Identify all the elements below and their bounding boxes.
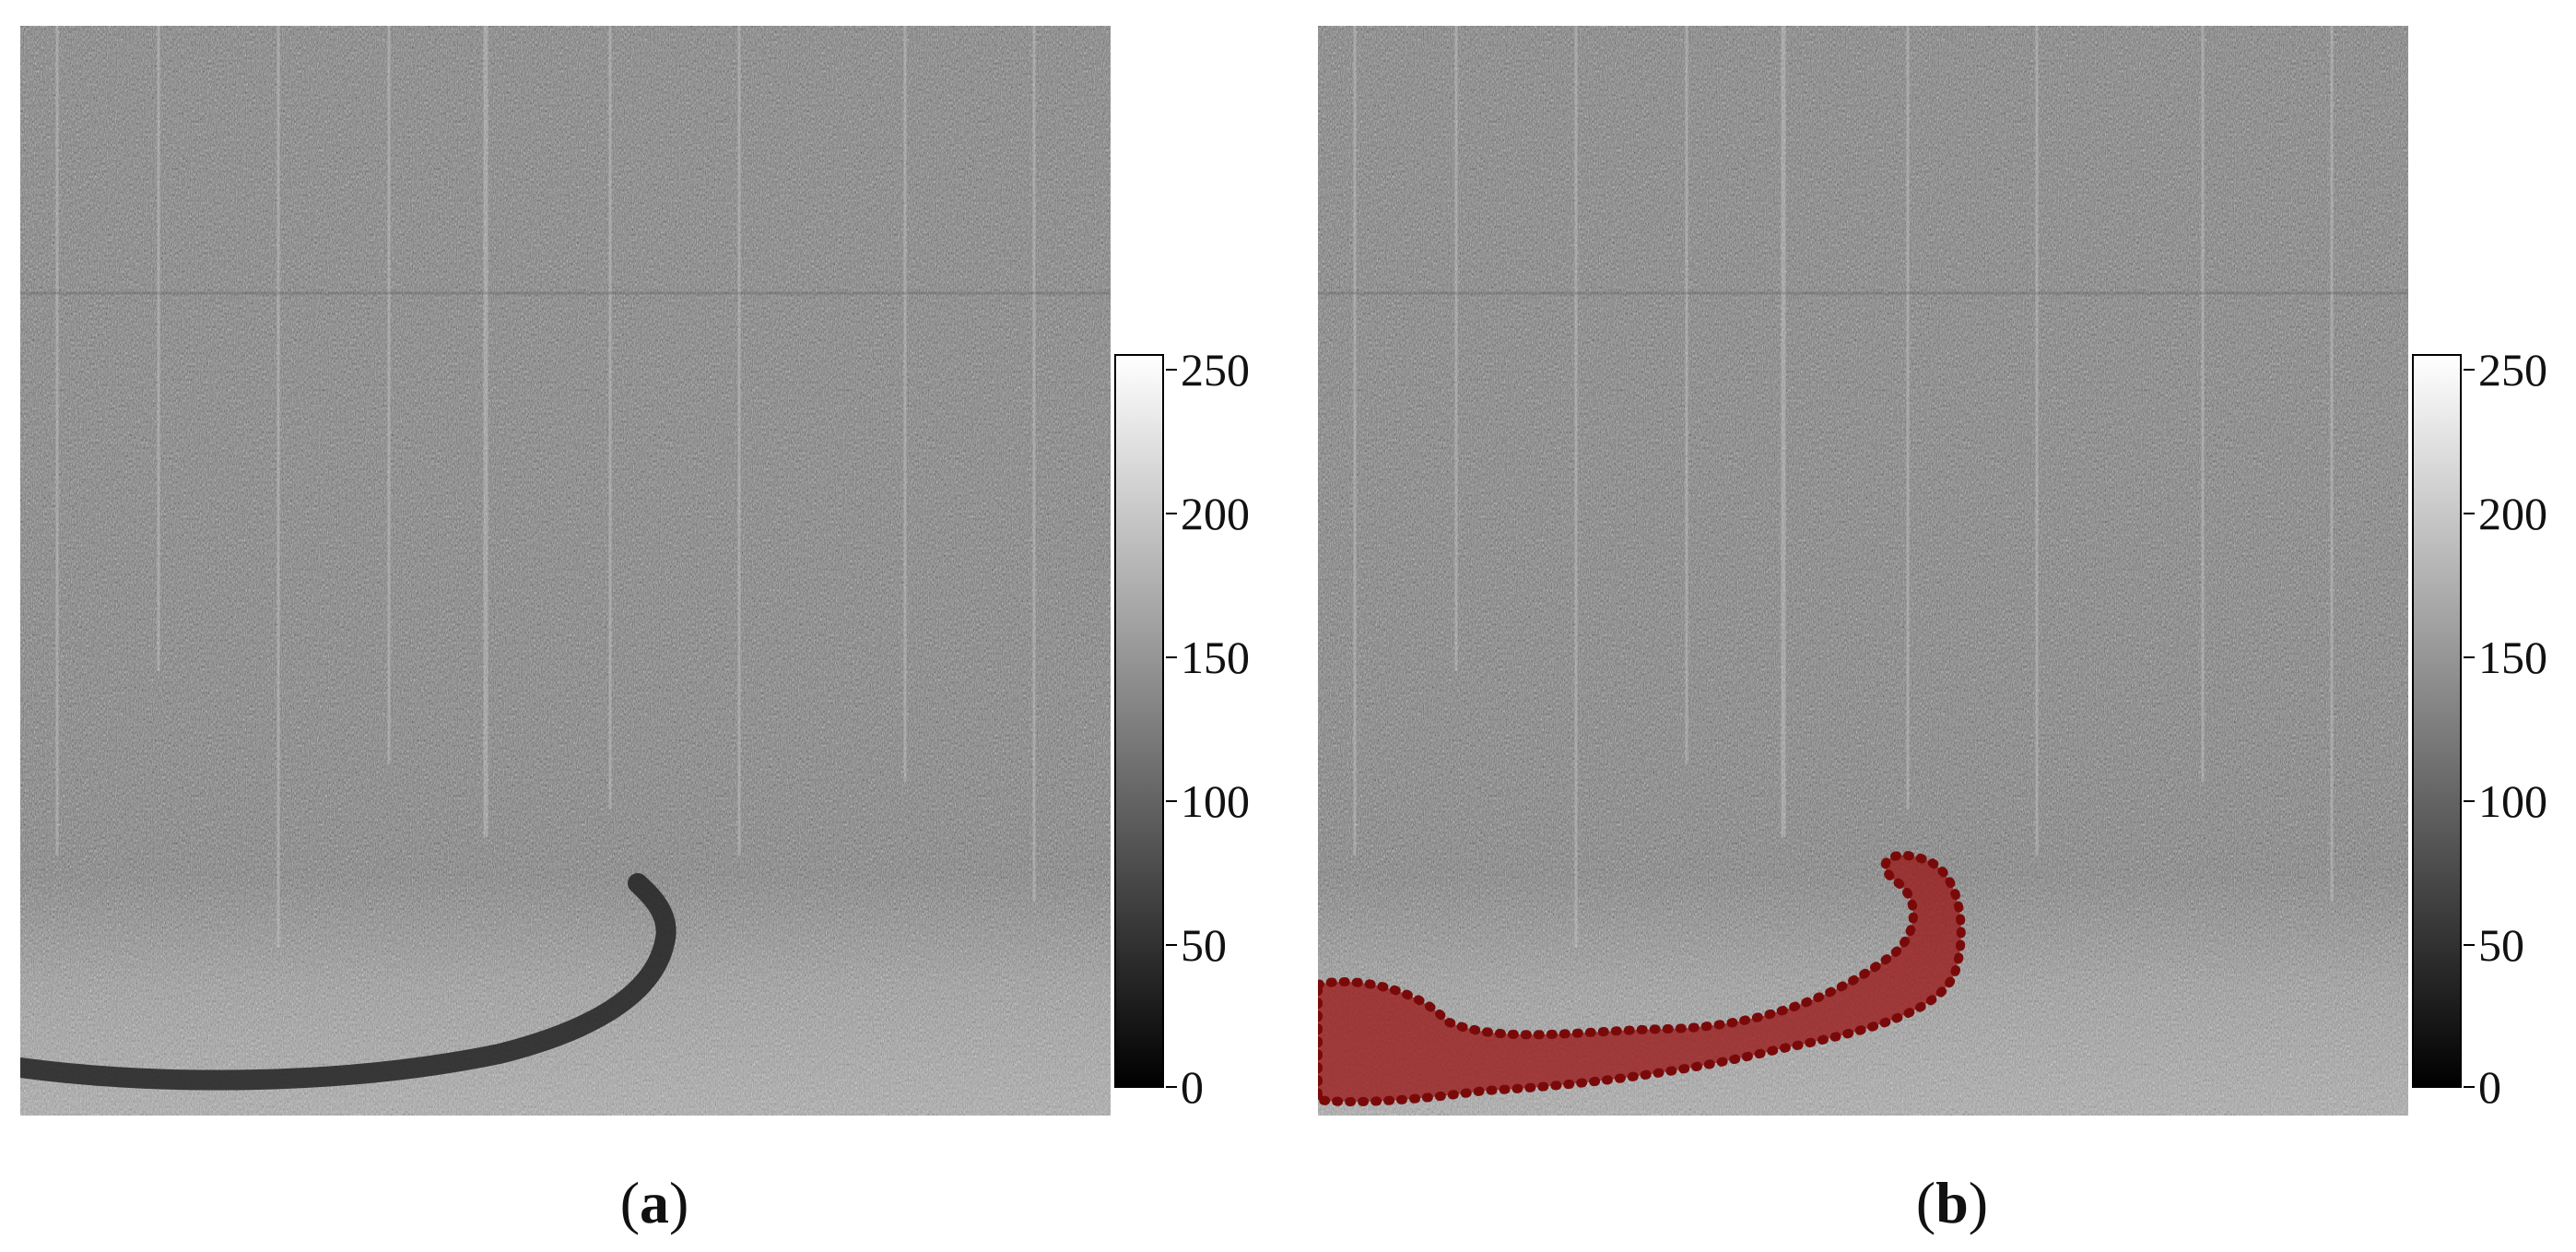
caption-paren-close: ) [1968,1170,1989,1235]
caption-b: (b) [1916,1169,1988,1237]
vertical-streaks [1353,26,2334,948]
tick-label-50: 50 [2478,919,2524,971]
tick-label-0: 0 [1181,1061,1204,1113]
tick-label-50: 50 [1181,919,1227,971]
vertical-streaks [55,26,1036,948]
tick-label-150: 150 [2478,632,2547,683]
tick-mark [2464,944,2475,946]
dark-curved-trace [20,873,676,1091]
caption-paren-close: ) [669,1170,689,1235]
tick-label-200: 200 [1181,488,1250,539]
tick-mark [1166,656,1177,658]
caption-letter: b [1935,1170,1969,1235]
tick-label-250: 250 [1181,344,1250,396]
tick-mark [2464,513,2475,514]
tick-label-250: 250 [2478,344,2547,396]
tick-label-100: 100 [1181,775,1250,827]
tick-mark [1166,513,1177,514]
tick-mark [2464,369,2475,371]
tick-label-150: 150 [1181,632,1250,683]
tick-mark [1166,800,1177,802]
caption-paren-open: ( [1915,1170,1936,1235]
grayscale-image-panel-b [1318,26,2408,1116]
segmentation-overlay [1318,850,1966,1106]
caption-letter: a [640,1170,669,1235]
sonar-image-b [1318,26,2408,1116]
tick-mark [1166,369,1177,371]
tick-label-100: 100 [2478,775,2547,827]
tick-mark [2464,1086,2475,1088]
tick-mark [1166,1086,1177,1088]
sonar-image-a [20,26,1111,1116]
colorbar-b: 250 200 150 100 50 0 [2412,347,2547,1110]
tick-mark [2464,656,2475,658]
colorbar-a: 250 200 150 100 50 0 [1114,347,1250,1110]
tick-label-200: 200 [2478,488,2547,539]
grayscale-image-panel-a [20,26,1111,1116]
tick-label-0: 0 [2478,1061,2501,1113]
caption-paren-open: ( [619,1170,640,1235]
tick-mark [1166,944,1177,946]
caption-a: (a) [620,1169,689,1237]
tick-mark [2464,800,2475,802]
